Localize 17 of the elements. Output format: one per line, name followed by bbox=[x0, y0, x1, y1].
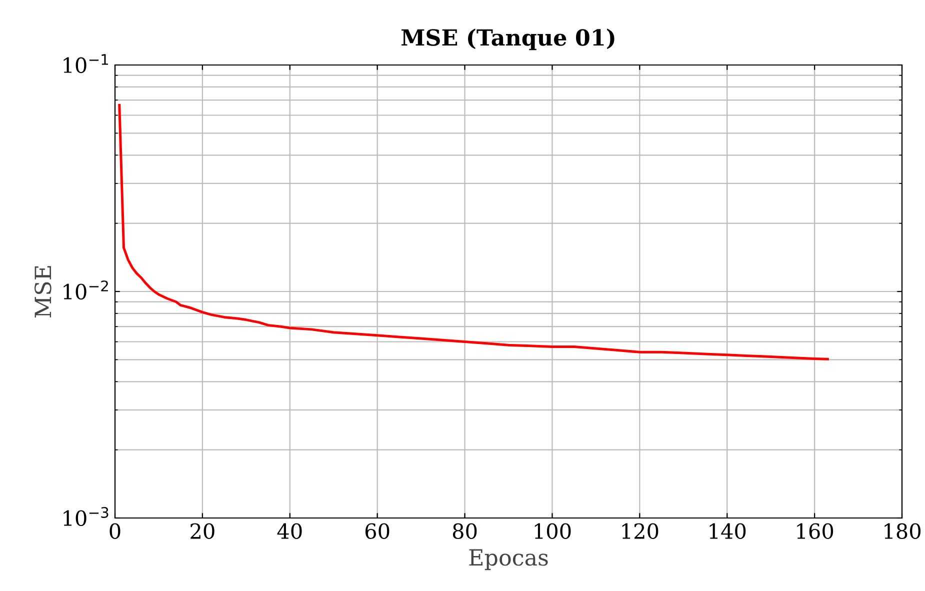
x-tick-label: 160 bbox=[797, 523, 834, 539]
x-tick-label: 80 bbox=[452, 523, 477, 539]
line-series bbox=[118, 104, 829, 360]
y-tick-label: 10$^{−2}$ bbox=[64, 280, 108, 300]
x-tick-label: 60 bbox=[365, 523, 390, 539]
x-tick-label: 180 bbox=[884, 523, 920, 539]
y-tick-label: 10$^{−3}$ bbox=[64, 506, 108, 526]
y-axis-title: MSE bbox=[34, 266, 52, 318]
x-tick-label: 20 bbox=[190, 523, 214, 539]
x-tick-label: 120 bbox=[622, 523, 658, 539]
x-tick-label: 140 bbox=[710, 523, 746, 539]
x-tick-label: 0 bbox=[110, 523, 120, 539]
x-tick-label: 40 bbox=[277, 523, 302, 539]
x-tick-label: 100 bbox=[534, 523, 571, 539]
y-tick-label: 10$^{−1}$ bbox=[64, 54, 108, 74]
x-axis-title: Epocas bbox=[469, 549, 548, 570]
chart-title: MSE (Tanque 01) bbox=[402, 28, 614, 50]
